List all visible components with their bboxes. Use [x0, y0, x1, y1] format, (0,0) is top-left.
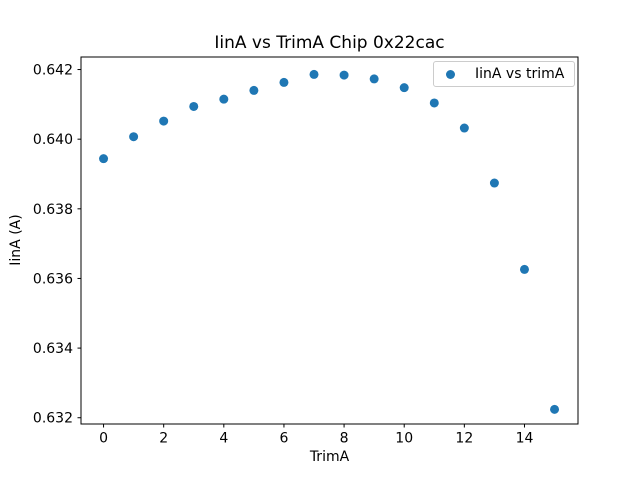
- legend: IinA vs trimA: [433, 61, 576, 87]
- x-tick-label: 0: [99, 431, 108, 447]
- scatter-point: [189, 101, 199, 111]
- y-tick-label: 0.638: [33, 202, 73, 218]
- scatter-point: [309, 69, 319, 79]
- scatter-point: [429, 98, 439, 108]
- scatter-point: [489, 178, 499, 188]
- scatter-point: [369, 74, 379, 84]
- y-tick-label: 0.642: [33, 63, 73, 79]
- scatter-point: [519, 264, 529, 274]
- scatter-point: [459, 123, 469, 133]
- legend-label: IinA vs trimA: [475, 66, 565, 82]
- scatter-point: [99, 154, 109, 164]
- scatter-point: [339, 70, 349, 80]
- scatter-point: [399, 83, 409, 93]
- x-tick-label: 12: [455, 431, 473, 447]
- x-tick-label: 10: [395, 431, 413, 447]
- y-tick-label: 0.636: [33, 271, 73, 287]
- axes-spines: [80, 56, 579, 425]
- y-tick-label: 0.640: [33, 132, 73, 148]
- x-tick-label: 4: [219, 431, 228, 447]
- y-tick-label: 0.634: [33, 341, 73, 357]
- scatter-point: [279, 77, 289, 87]
- scatter-point: [550, 404, 560, 414]
- x-axis-label: TrimA: [309, 449, 350, 465]
- scatter-point: [129, 132, 139, 142]
- x-tick-label: 2: [159, 431, 168, 447]
- scatter-point: [249, 85, 259, 95]
- scatter-point: [159, 116, 169, 126]
- chart-title: IinA vs TrimA Chip 0x22cac: [214, 33, 445, 53]
- x-tick-label: 8: [340, 431, 349, 447]
- x-tick-label: 6: [279, 431, 288, 447]
- scatter-point: [219, 94, 229, 104]
- y-tick-label: 0.632: [33, 411, 73, 427]
- legend-marker-icon: [446, 69, 455, 79]
- x-tick-label: 14: [516, 431, 534, 447]
- y-axis-label: IinA (A): [8, 214, 24, 266]
